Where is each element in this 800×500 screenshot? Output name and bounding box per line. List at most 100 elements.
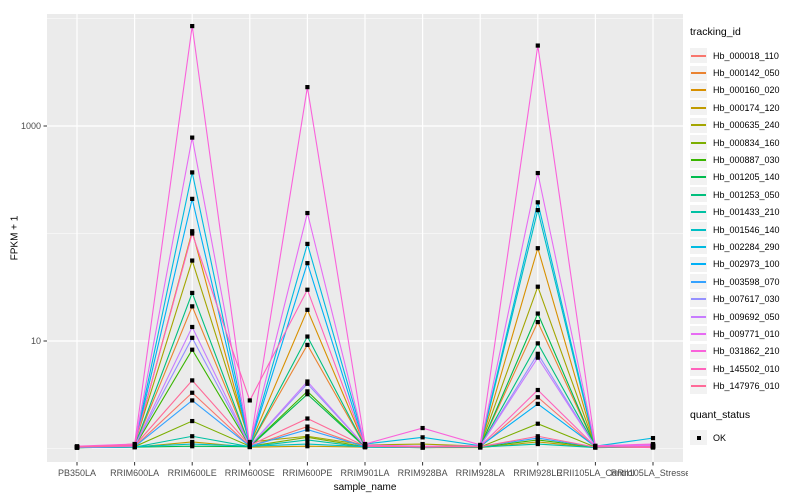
legend-item: Hb_147976_010: [690, 377, 800, 394]
legend-title-quant-status: quant_status: [690, 408, 751, 421]
legend-item-label: Hb_000174_120: [713, 102, 780, 113]
legend-item: Hb_145502_010: [690, 360, 800, 377]
legend-key-line-icon: [690, 100, 707, 116]
data-point: [305, 261, 310, 266]
legend-item-label: Hb_147976_010: [713, 381, 780, 392]
legend-key-line-icon: [690, 187, 707, 203]
legend-item-label: Hb_000018_110: [713, 50, 779, 61]
data-point: [305, 441, 310, 447]
legend-key-line-icon: [690, 378, 707, 394]
data-point: [535, 284, 540, 289]
data-point: [305, 210, 310, 216]
legend-key-line-icon: [690, 135, 707, 151]
data-point: [247, 443, 252, 448]
data-point: [420, 425, 425, 431]
data-point: [190, 418, 195, 424]
legend-point-swatch: [696, 435, 701, 440]
legend-line-swatch: [691, 350, 706, 353]
data-point: [305, 444, 310, 449]
data-point: [535, 311, 540, 316]
y-tick-label: 10: [31, 336, 41, 346]
legend-item: Hb_002973_100: [690, 256, 800, 273]
data-point: [420, 441, 425, 447]
legend-item: Hb_001205_140: [690, 169, 800, 186]
data-point: [305, 437, 310, 443]
x-tick-label: RRIM600LA: [110, 468, 159, 478]
legend-item: Hb_001546_140: [690, 221, 800, 238]
legend-line-swatch: [691, 54, 706, 57]
legend-line-swatch: [691, 72, 706, 75]
legend-item: Hb_000018_110: [690, 47, 800, 64]
legend-item-label: Hb_009692_050: [713, 311, 780, 322]
legend-items-tracking: Hb_000018_110 Hb_000142_050 Hb_000160_020 H…: [690, 47, 800, 395]
data-point: [593, 445, 598, 450]
legend-item-label: Hb_000142_050: [713, 68, 780, 79]
data-point: [305, 416, 310, 421]
data-point: [305, 85, 310, 90]
legend-key-line-icon: [690, 152, 707, 168]
legend-line-swatch: [691, 141, 706, 144]
data-point: [190, 258, 195, 263]
legend-key-line-icon: [690, 361, 707, 377]
data-point: [74, 445, 80, 450]
data-point: [535, 441, 540, 447]
legend-item-label: Hb_000887_030: [713, 155, 780, 166]
legend-item: Hb_002284_290: [690, 238, 800, 255]
data-point: [190, 304, 195, 309]
legend-key-line-icon: [690, 343, 707, 359]
legend-item: Hb_001433_210: [690, 204, 800, 221]
legend-key-line-icon: [690, 256, 707, 272]
legend-item-quant: OK: [690, 429, 800, 446]
data-point: [305, 427, 310, 432]
data-point: [190, 229, 195, 234]
data-point: [305, 381, 310, 386]
data-point: [190, 434, 195, 439]
legend-item-label: Hb_003598_070: [713, 276, 780, 287]
data-point: [190, 324, 195, 330]
legend-key-line-icon: [690, 65, 707, 81]
data-point: [305, 241, 310, 247]
data-point: [420, 435, 425, 440]
legend-line-swatch: [691, 315, 706, 318]
legend-item: Hb_009771_010: [690, 325, 800, 342]
data-point: [305, 342, 310, 347]
data-point: [190, 23, 195, 29]
legend-item: Hb_001253_050: [690, 186, 800, 203]
legend-line-swatch: [691, 176, 706, 179]
legend-line-swatch: [691, 263, 706, 266]
legend-item-label: Hb_000160_020: [713, 85, 780, 96]
legend-item-label: Hb_000635_240: [713, 120, 780, 131]
data-point: [247, 398, 252, 403]
legend-line-swatch: [691, 211, 706, 214]
data-point: [190, 378, 195, 383]
data-point: [650, 441, 656, 447]
data-point: [535, 387, 540, 393]
data-point: [190, 347, 195, 352]
legend-key-point-icon: [690, 430, 707, 445]
data-point: [190, 335, 195, 340]
legend-item: Hb_031862_210: [690, 343, 800, 360]
data-point: [535, 170, 540, 176]
data-point: [190, 390, 195, 395]
legend-line-swatch: [691, 106, 706, 109]
legend-line-swatch: [691, 228, 706, 231]
data-point: [535, 434, 540, 439]
plot-area: 10 1000 PB350LA RRIM600LA RRIM600LE RRIM600SE…: [21, 14, 688, 478]
x-axis-title: sample_name: [333, 482, 397, 493]
legend-key-line-icon: [690, 169, 707, 185]
data-point: [650, 444, 656, 449]
legend-item-label: Hb_009771_010: [713, 328, 780, 339]
legend-item-label: Hb_000834_160: [713, 137, 780, 148]
data-point: [535, 421, 540, 426]
legend-item: Hb_000887_030: [690, 151, 800, 168]
data-point: [478, 444, 483, 449]
data-point: [190, 444, 195, 449]
legend-key-line-icon: [690, 82, 707, 98]
legend-key-line-icon: [690, 326, 707, 342]
x-tick-label: PB350LA: [58, 468, 96, 478]
data-point: [362, 444, 368, 449]
data-point: [305, 389, 310, 394]
data-point: [535, 246, 540, 251]
data-point: [305, 424, 310, 429]
data-point: [535, 401, 540, 406]
